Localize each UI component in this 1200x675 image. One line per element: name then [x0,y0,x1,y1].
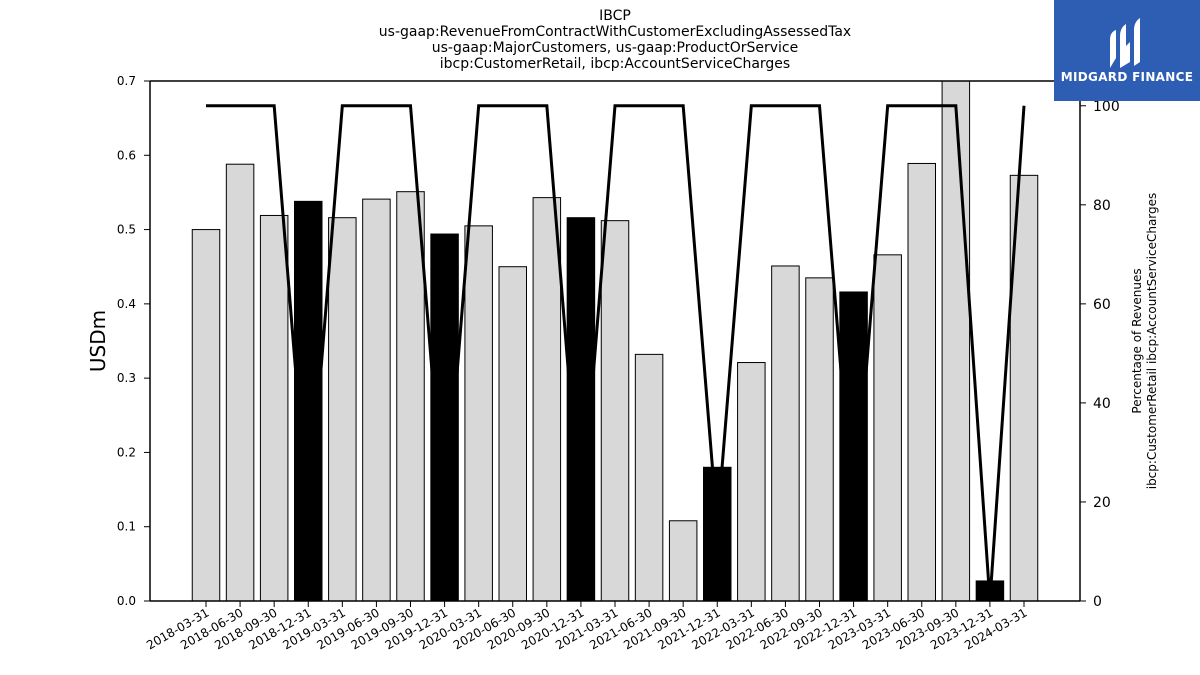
bar [668,520,698,602]
y-axis-right-label: Percentage of Revenues ibcp:CustomerRetai… [1130,193,1159,490]
bar [941,80,971,602]
logo: MIDGARD FINANCE [1054,0,1200,101]
bar [191,229,221,602]
y-tick-label-left: 0.7 [117,74,136,88]
bar [737,362,766,602]
bar [805,277,834,602]
percentage-line [206,104,1026,602]
y-tick-label-left: 0.3 [117,371,136,385]
bar [634,353,664,602]
bar [703,466,732,602]
bar [259,214,289,602]
bar [362,198,391,602]
y-axis-right-label-line: Percentage of Revenues [1130,268,1144,413]
y-axis-right-ticks: 0 20 40 60 80 100 [1080,99,1120,610]
y-tick-label-right: 60 [1093,297,1111,313]
logo-mark-icon [1110,18,1140,68]
bar [771,265,800,602]
y-tick-label-right: 80 [1093,198,1111,214]
bars-group [191,80,1039,602]
y-tick-label-left: 0.5 [117,223,136,237]
y-tick-label-right: 0 [1093,594,1102,610]
y-tick-label-left: 0.2 [117,445,136,459]
percentage-line-group [206,104,1026,602]
bar [464,225,493,602]
chart-title-line: us-gaap:RevenueFromContractWithCustomerE… [379,24,851,40]
y-tick-label-left: 0.6 [117,148,136,162]
chart-title-line: us-gaap:MajorCustomers, us-gaap:ProductO… [432,40,798,56]
bar [328,217,357,602]
axes-group [149,80,1081,602]
chart-title-line: ibcp:CustomerRetail, ibcp:AccountService… [440,56,790,72]
bar [396,191,425,602]
chart-title-line: IBCP [599,8,631,24]
y-axis-right-label-line: ibcp:CustomerRetail ibcp:AccountServiceC… [1145,193,1159,490]
y-tick-label-right: 40 [1093,396,1111,412]
bar [532,197,562,602]
bar [600,220,630,602]
chart-title: IBCPus-gaap:RevenueFromContractWithCusto… [379,8,851,72]
y-tick-label-right: 100 [1093,99,1120,115]
bar [873,254,902,602]
y-axis-left-label: USDm [86,310,110,372]
logo-text: MIDGARD FINANCE [1060,70,1194,84]
y-tick-label-right: 20 [1093,495,1111,511]
bar [907,162,936,602]
y-tick-label-left: 0.0 [117,594,136,608]
bar [839,291,868,602]
bar [225,163,255,602]
bar [498,266,527,602]
y-tick-label-left: 0.1 [117,520,136,534]
y-axis-left-ticks: 0.0 0.1 0.2 0.3 0.4 0.5 0.6 0.7 [117,74,150,608]
y-tick-label-left: 0.4 [117,297,136,311]
x-axis-ticks: 2018-03-312018-06-302018-09-302018-12-31… [144,601,1030,652]
